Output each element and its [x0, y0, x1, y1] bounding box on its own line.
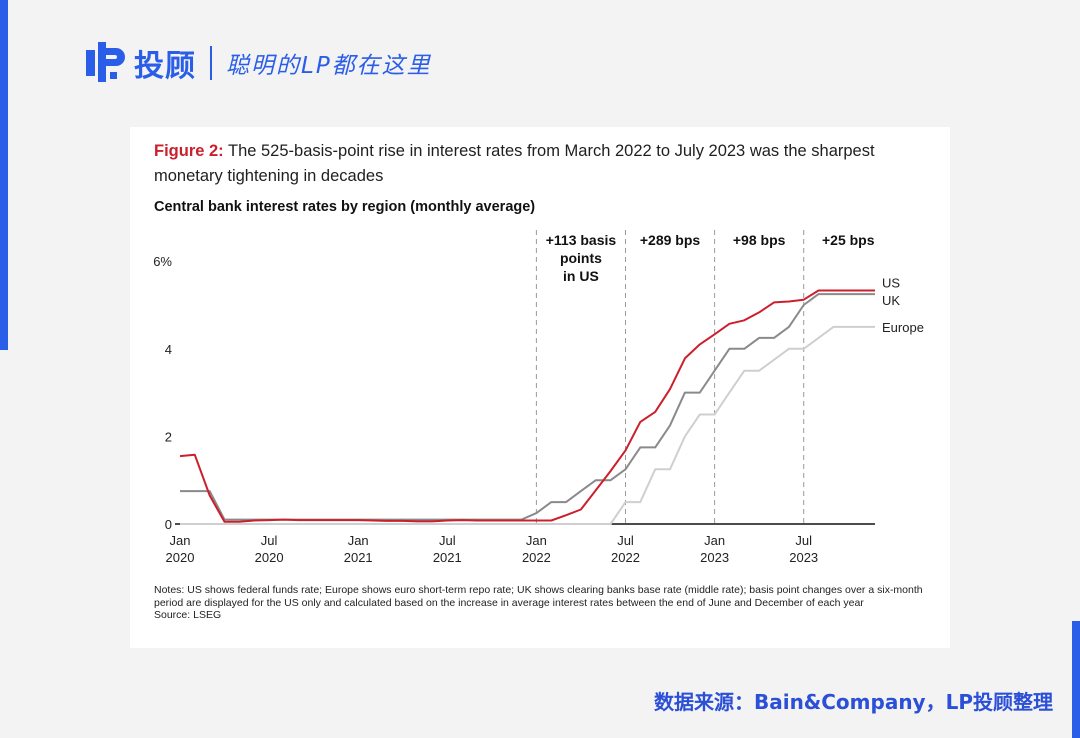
brand-logo: 投顾 — [84, 40, 196, 86]
figure-notes: Notes: US shows federal funds rate; Euro… — [154, 584, 934, 622]
x-tick-label-month: Jul — [439, 533, 456, 548]
notes-text: Notes: US shows federal funds rate; Euro… — [154, 584, 923, 609]
chart-subtitle: Central bank interest rates by region (m… — [154, 199, 536, 215]
figure-title: Figure 2: The 525-basis-point rise in in… — [154, 139, 934, 189]
bps-annotation: +98 bps — [733, 232, 786, 248]
x-tick-label-year: 2023 — [700, 550, 729, 565]
x-tick-label-year: 2023 — [789, 550, 818, 565]
bps-annotation: +289 bps — [640, 232, 701, 248]
series-label-uk: UK — [882, 293, 900, 308]
source-text: Source: LSEG — [154, 609, 222, 622]
figure-label: Figure 2: — [154, 142, 224, 160]
x-tick-label-month: Jul — [261, 533, 278, 548]
x-tick-label-month: Jan — [348, 533, 369, 548]
y-tick-label: 6% — [153, 254, 172, 269]
x-tick-label-year: 2021 — [344, 550, 373, 565]
bps-annotation: +113 basis — [546, 232, 617, 248]
x-tick-label-month: Jan — [704, 533, 725, 548]
y-tick-label: 0 — [165, 517, 172, 532]
x-tick-label-month: Jan — [526, 533, 547, 548]
interest-rate-chart: 0 2 4 6% +113 basis points in US +289 bps +98 bp… — [153, 230, 924, 565]
brand-divider — [210, 46, 212, 80]
bps-annotation: points — [560, 250, 602, 266]
x-tick-label-month: Jan — [170, 533, 191, 548]
brand-slogan: 聪明的LP都在这里 — [226, 53, 432, 79]
right-accent-bar — [1072, 621, 1080, 738]
series-line-europe — [180, 325, 875, 525]
series-label-europe: Europe — [882, 320, 924, 335]
x-tick-label-year: 2022 — [522, 550, 551, 565]
figure-title-text: The 525-basis-point rise in interest rat… — [154, 142, 875, 185]
x-tick-label-year: 2022 — [611, 550, 640, 565]
x-tick-label-year: 2020 — [166, 550, 195, 565]
x-tick-label-month: Jul — [617, 533, 634, 548]
bps-annotation: +25 bps — [822, 232, 875, 248]
y-tick-label: 2 — [165, 429, 172, 444]
left-accent-bar — [0, 0, 8, 350]
figure-card: Figure 2: The 525-basis-point rise in in… — [130, 127, 950, 648]
brand-name: 投顾 — [134, 49, 196, 84]
x-tick-label-year: 2020 — [255, 550, 284, 565]
series-line-uk — [180, 293, 875, 521]
x-tick-label-month: Jul — [795, 533, 812, 548]
y-tick-label: 4 — [165, 342, 172, 357]
data-source-footer: 数据来源：Bain&Company，LP投顾整理 — [653, 690, 1053, 714]
series-line-us — [179, 289, 875, 523]
brand-header: 投顾 聪明的LP都在这里 — [84, 40, 432, 86]
bps-annotation: in US — [563, 268, 599, 284]
brand-logo-icon — [86, 42, 125, 82]
series-label-us: US — [882, 276, 900, 291]
x-tick-label-year: 2021 — [433, 550, 462, 565]
